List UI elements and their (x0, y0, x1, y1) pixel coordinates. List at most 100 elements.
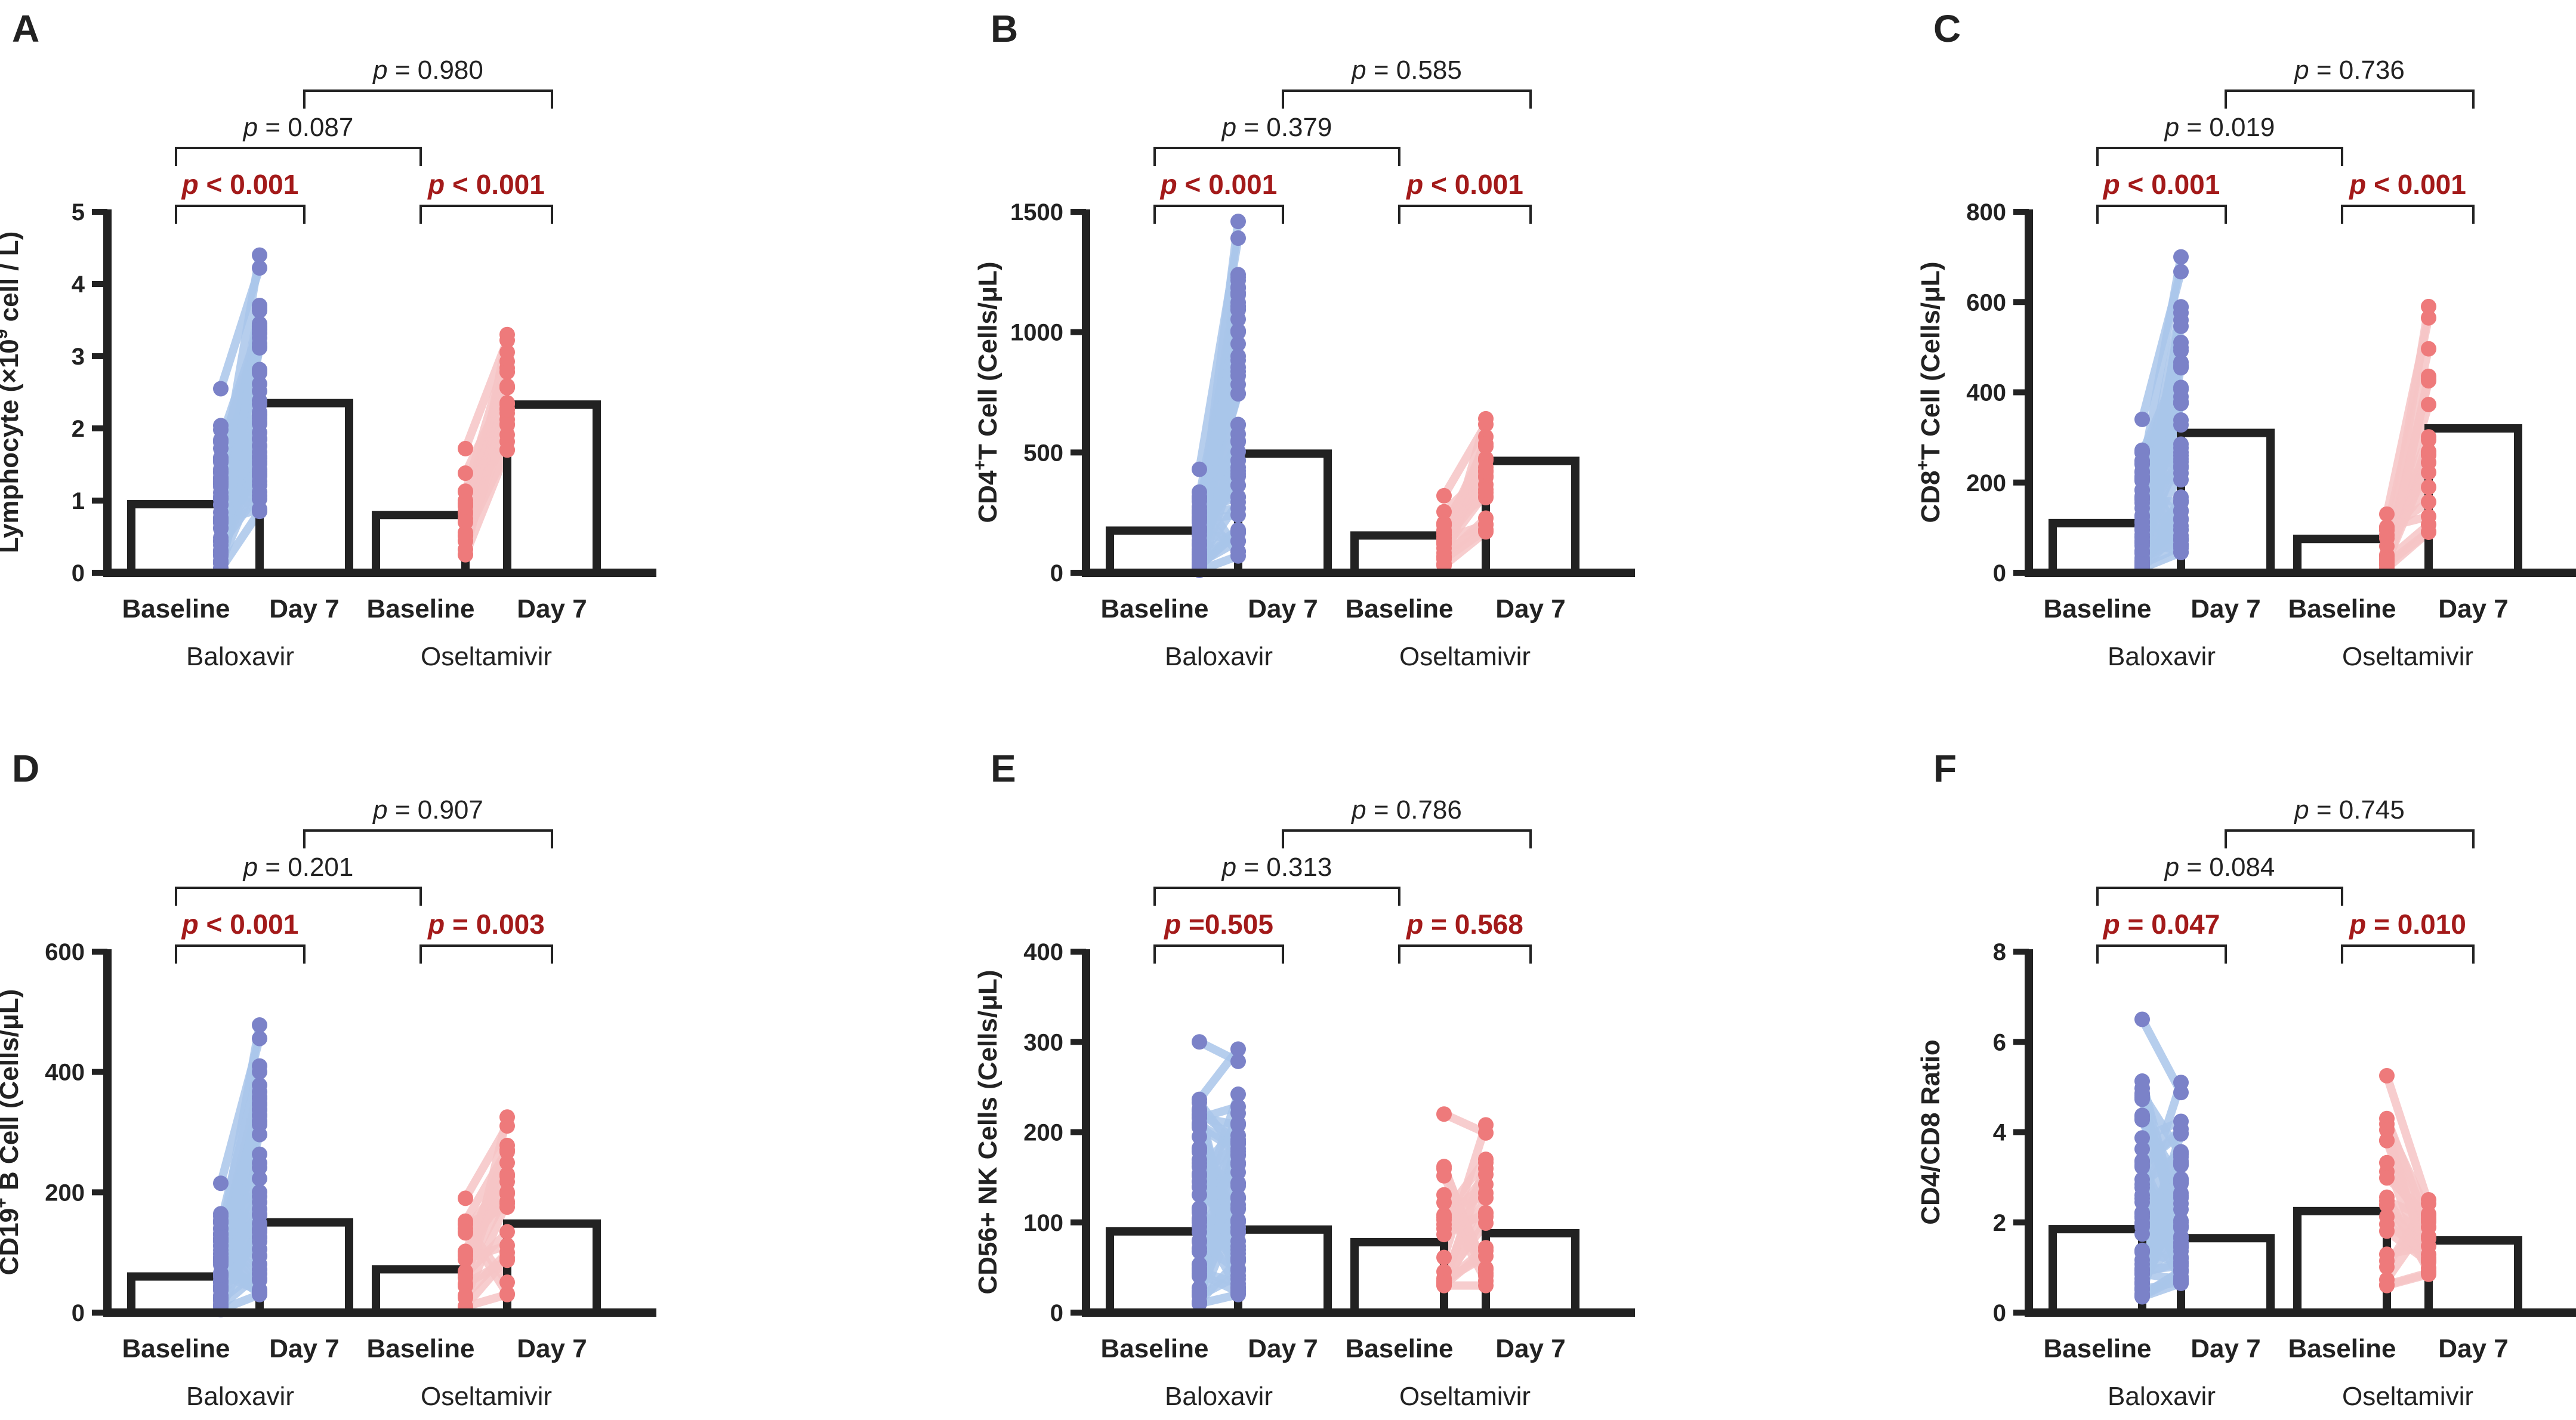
within-oseltamivir-p-value: p < 0.001 (1405, 169, 1523, 200)
data-point (252, 1261, 267, 1277)
data-point (2379, 519, 2395, 535)
data-point (213, 491, 229, 507)
x-category-label: Baseline (367, 1334, 475, 1363)
data-point (2173, 1254, 2189, 1270)
x-category-label: Baseline (2288, 1334, 2396, 1363)
data-point (458, 1190, 473, 1206)
data-point (1478, 1240, 1494, 1256)
data-point (252, 1221, 267, 1237)
within-oseltamivir-p-value: p = 0.010 (2348, 909, 2466, 940)
data-point (1192, 461, 1207, 477)
bar (127, 1272, 225, 1317)
data-point (252, 1171, 267, 1187)
panel-letter: B (991, 7, 1018, 50)
y-tick-label: 1000 (1010, 320, 1063, 346)
data-point (2173, 1153, 2189, 1169)
data-point (2134, 1087, 2150, 1103)
data-point (252, 1248, 267, 1264)
data-point (2421, 455, 2436, 471)
data-point (252, 503, 267, 519)
data-point (1230, 1175, 1246, 1191)
data-point (1478, 436, 1494, 452)
data-point (2134, 453, 2150, 469)
data-points (213, 1017, 515, 1317)
data-point (499, 1144, 515, 1160)
y-tick-label: 0 (1993, 1300, 2006, 1326)
bar (1234, 1225, 1332, 1317)
data-point (458, 440, 473, 456)
data-point (2134, 1073, 2150, 1089)
data-point (213, 1267, 229, 1283)
y-tick-label: 100 (1023, 1210, 1063, 1236)
data-point (1436, 522, 1452, 538)
between-baseline-p-value: p = 0.019 (2164, 113, 2275, 142)
within-baloxavir-bracket (2096, 944, 2227, 964)
data-point (252, 335, 267, 351)
data-point (1230, 1154, 1246, 1171)
y-axis-label: CD4/CD8 Ratio (1916, 1039, 1945, 1225)
panel-letter: E (991, 747, 1016, 790)
data-point (213, 1250, 229, 1266)
within-oseltamivir-bracket (1398, 205, 1532, 224)
data-point (252, 484, 267, 500)
within-baloxavir-bracket (2096, 205, 2227, 224)
data-point (1436, 533, 1452, 550)
data-point (1192, 1094, 1207, 1110)
data-point (2134, 507, 2150, 523)
data-point (213, 418, 229, 434)
data-point (2134, 1112, 2150, 1128)
between-baseline-bracket (175, 887, 422, 906)
data-point (499, 1184, 515, 1200)
data-point (1230, 459, 1246, 476)
y-tick-label: 1 (72, 488, 85, 514)
x-category-label: Baseline (122, 1334, 230, 1363)
data-point (2173, 541, 2189, 557)
bar (2177, 428, 2275, 577)
data-point (1436, 504, 1452, 520)
data-point (499, 402, 515, 418)
x-category-label: Baseline (1101, 1334, 1209, 1363)
data-point (213, 544, 229, 560)
data-point (252, 431, 267, 447)
y-axis-label: CD56+ NK Cells (Cells/μL) (973, 970, 1002, 1294)
x-category-label: Baseline (1346, 594, 1454, 623)
between-baseline-bracket (1153, 887, 1400, 906)
group-label: Baloxavir (186, 642, 294, 671)
data-point (213, 1237, 229, 1253)
data-point (252, 302, 267, 319)
data-point (1478, 459, 1494, 476)
data-point (1230, 500, 1246, 516)
data-point (1230, 1201, 1246, 1217)
data-point (2134, 1130, 2150, 1146)
data-point (2379, 1216, 2395, 1232)
panel-letter: C (1933, 7, 1961, 50)
data-point (1230, 434, 1246, 450)
y-tick-label: 400 (1023, 939, 1063, 965)
data-point (1230, 477, 1246, 493)
data-point (1230, 1105, 1246, 1121)
within-baloxavir-bracket (1153, 205, 1284, 224)
group-label: Baloxavir (1165, 1382, 1273, 1411)
data-point (252, 363, 267, 379)
data-point (2421, 396, 2436, 412)
data-point (2173, 381, 2189, 397)
within-oseltamivir-bracket (1398, 944, 1532, 964)
bar (503, 400, 601, 577)
data-point (2173, 447, 2189, 464)
panel-c: C 0 200 400 600 800 CD8+T Cell (Cells/μL) Basel… (1913, 7, 2576, 671)
data-point (1230, 376, 1246, 393)
data-point (252, 1058, 267, 1074)
within-baloxavir-p-value: p < 0.001 (1159, 169, 1278, 200)
group-label: Oseltamivir (421, 1382, 552, 1411)
x-category-label: Baseline (122, 594, 230, 623)
bar (1350, 531, 1448, 578)
between-baseline-p-value: p = 0.313 (1221, 853, 1332, 882)
data-point (2134, 1275, 2150, 1291)
data-point (1478, 1205, 1494, 1221)
paired-line (2383, 1071, 2433, 1208)
y-tick-label: 300 (1023, 1029, 1063, 1055)
data-point (1192, 1260, 1207, 1276)
data-point (458, 465, 473, 481)
data-point (2134, 1159, 2150, 1175)
data-point (213, 1282, 229, 1298)
